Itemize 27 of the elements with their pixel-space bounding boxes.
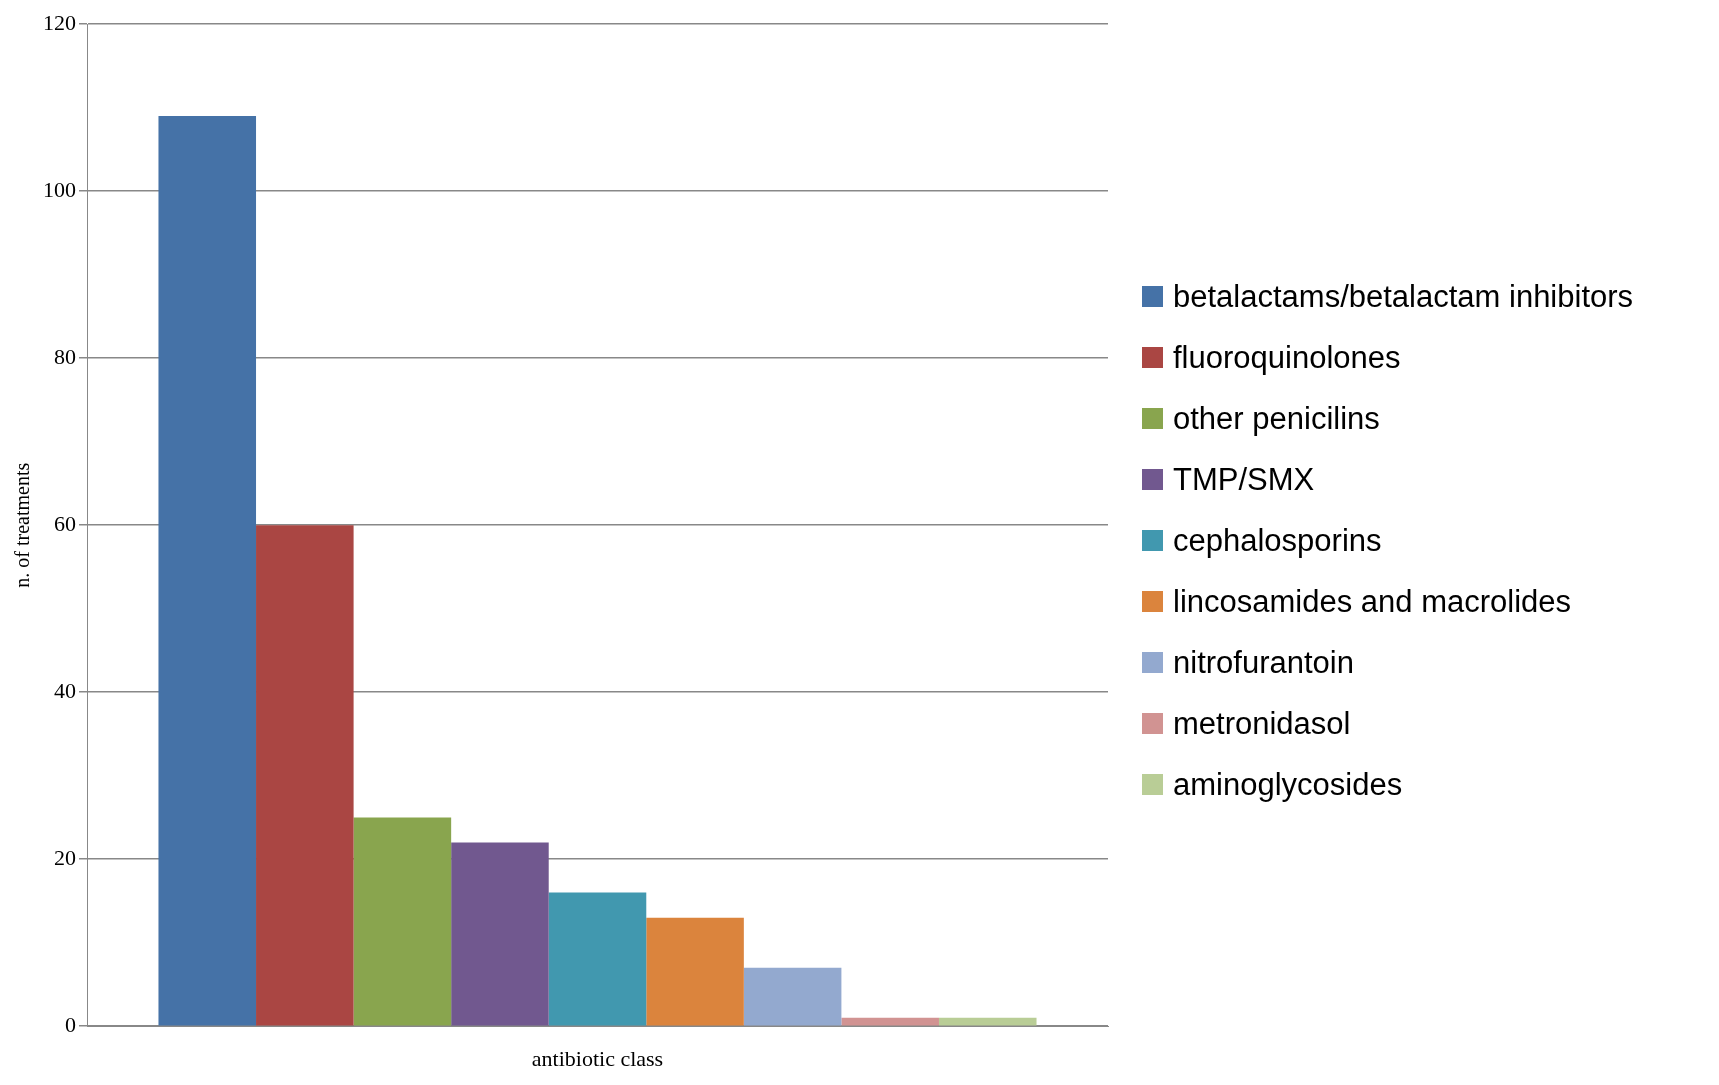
y-tick-label: 40 — [54, 677, 76, 703]
bar — [451, 842, 549, 1026]
bar — [158, 116, 257, 1026]
y-tick-label: 20 — [54, 844, 76, 870]
legend-label: lincosamides and macrolides — [1173, 583, 1572, 620]
bar — [646, 917, 744, 1026]
legend-label: other penicilins — [1173, 400, 1380, 437]
y-tick-label: 0 — [65, 1011, 76, 1037]
legend-label: cephalosporins — [1173, 522, 1382, 559]
legend-label: TMP/SMX — [1173, 461, 1315, 498]
y-tick-label: 80 — [54, 343, 76, 369]
y-tick-label: 120 — [43, 9, 76, 35]
legend-label: betalactams/betalactam inhibitors — [1173, 278, 1634, 315]
legend-label: fluoroquinolones — [1173, 339, 1401, 376]
bar — [256, 525, 354, 1026]
legend-label: aminoglycosides — [1173, 766, 1403, 803]
legend-label: nitrofurantoin — [1173, 644, 1354, 681]
bar — [841, 1017, 939, 1026]
x-axis-title: antibiotic class — [531, 1045, 664, 1071]
bar — [938, 1017, 1037, 1026]
y-tick-label: 100 — [43, 176, 76, 202]
bar — [548, 892, 647, 1026]
legend-label: metronidasol — [1173, 705, 1351, 742]
y-axis-title: n. of treatments — [11, 462, 34, 588]
bar — [353, 817, 452, 1026]
y-tick-label: 60 — [54, 510, 76, 536]
bar — [743, 967, 842, 1026]
